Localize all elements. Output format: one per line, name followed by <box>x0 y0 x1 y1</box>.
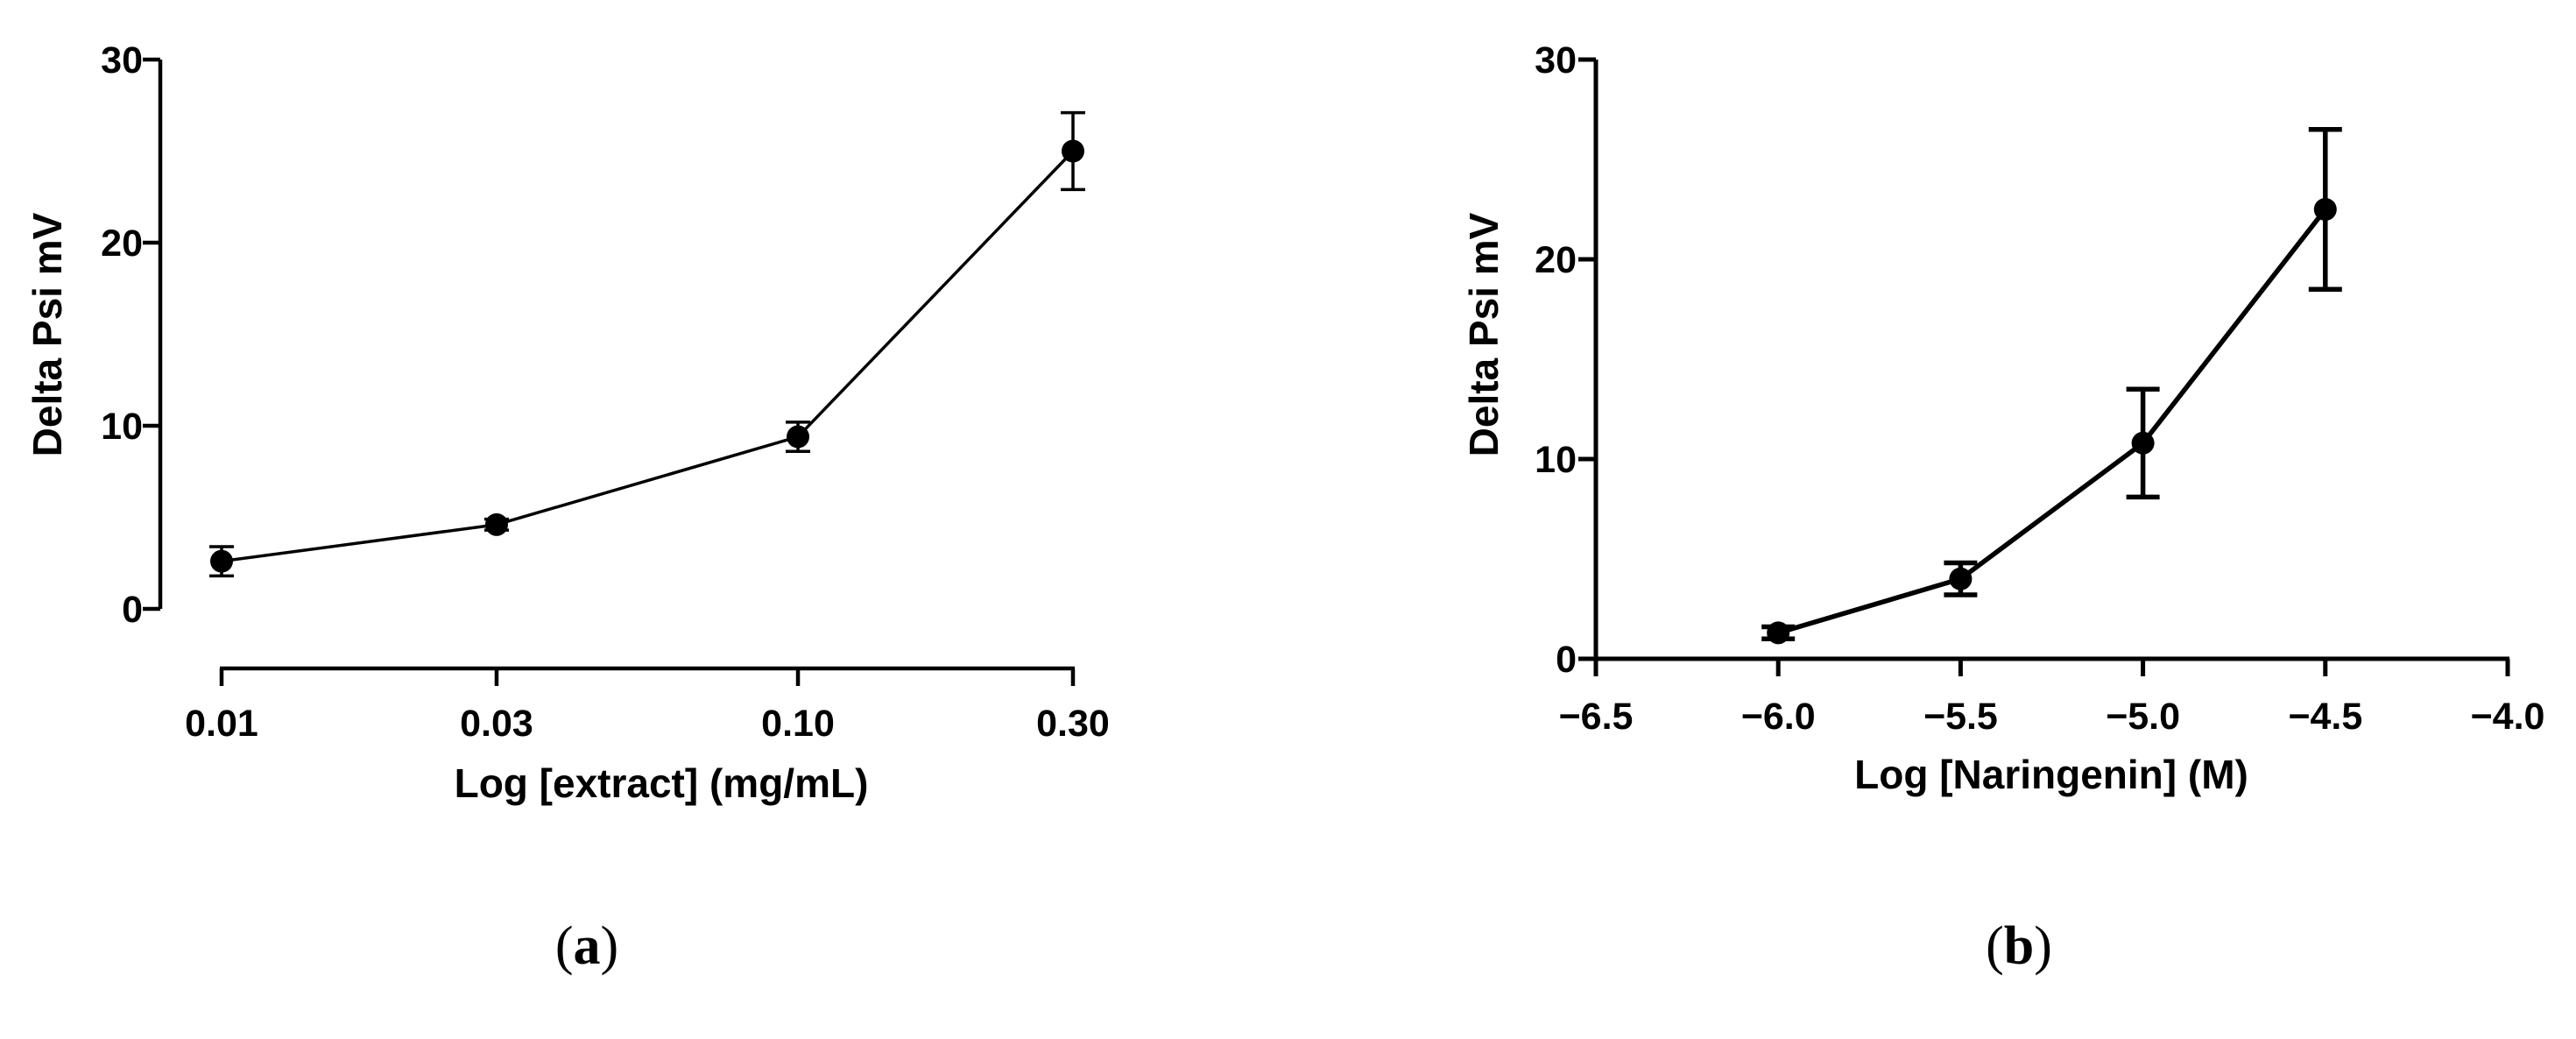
data-point <box>210 549 233 573</box>
y-tick-label: 30 <box>101 39 143 81</box>
data-point <box>484 512 508 536</box>
x-tick-label: −4.5 <box>2288 696 2362 738</box>
x-tick-label: −6.0 <box>1741 696 1816 738</box>
panel-label-open-paren: ( <box>555 916 574 976</box>
y-tick-label: 10 <box>1535 439 1577 481</box>
y-tick-label: 20 <box>1535 239 1577 281</box>
x-tick-label: 0.01 <box>185 703 258 745</box>
x-axis-title: Log [extract] (mg/mL) <box>455 760 869 806</box>
panel-label: (b) <box>1986 916 2052 976</box>
y-axis-title: Delta Psi mV <box>1461 212 1507 456</box>
data-point <box>2131 431 2155 455</box>
y-tick-label: 20 <box>101 223 143 265</box>
x-axis-title: Log [Naringenin] (M) <box>1854 752 2248 797</box>
panel-label-close-paren: ) <box>2034 916 2052 976</box>
series-line <box>1777 208 2327 635</box>
x-tick-label: 0.10 <box>761 703 835 745</box>
data-point <box>1062 139 1084 163</box>
y-axis-title: Delta Psi mV <box>25 212 70 456</box>
panel-label: (a) <box>555 916 618 976</box>
y-tick-label: 0 <box>122 589 143 631</box>
x-tick-label: −4.0 <box>2471 696 2545 738</box>
panel-label-letter: a <box>574 916 601 976</box>
series-line <box>221 150 1075 563</box>
data-point <box>2313 198 2337 221</box>
x-tick-label: −5.0 <box>2106 696 2180 738</box>
panel-label-open-paren: ( <box>1986 916 2004 976</box>
data-point <box>787 425 810 449</box>
panel-label-letter: b <box>2004 916 2034 976</box>
x-tick-label: −6.5 <box>1559 696 1634 738</box>
x-tick-label: 0.03 <box>460 703 533 745</box>
chart-panel-a: 0 10 20 30 0.01 0.03 0.10 0.30 Log [extract] (mg… <box>25 39 1110 976</box>
x-tick-label: −5.5 <box>1923 696 1998 738</box>
data-point <box>1949 567 1973 590</box>
data-point <box>1767 621 1790 645</box>
chart-panel-b: 0 10 20 30 −6.5 −6.0 −5.5 −5.0 −4.5 −4.0 Log [Nari… <box>1461 39 2544 976</box>
y-tick-label: 10 <box>101 406 143 448</box>
y-tick-label: 0 <box>1556 639 1577 681</box>
panel-label-close-paren: ) <box>601 916 619 976</box>
y-tick-label: 30 <box>1535 39 1577 81</box>
x-tick-label: 0.30 <box>1036 703 1110 745</box>
